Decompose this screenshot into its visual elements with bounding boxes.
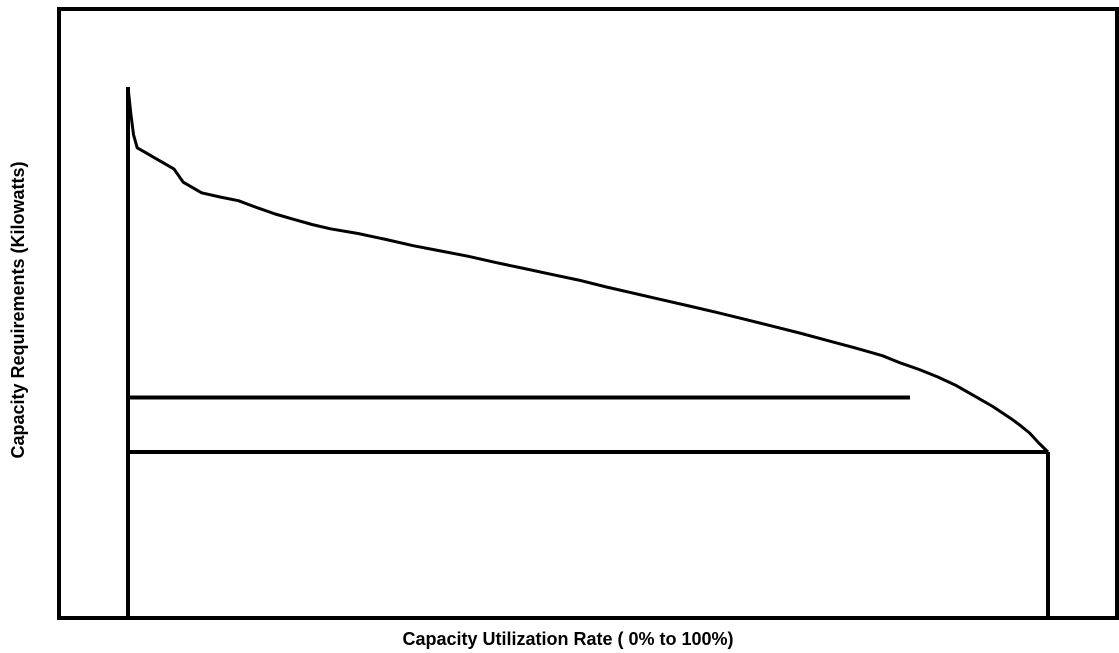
chart-marks (126, 86, 1050, 616)
x-axis-label: Capacity Utilization Rate ( 0% to 100%) (402, 629, 733, 649)
load-duration-curve-1 (126, 86, 1050, 454)
plot-frame (57, 7, 1119, 620)
y-axis-label: Capacity Requirements (Kilowatts) (8, 161, 28, 458)
